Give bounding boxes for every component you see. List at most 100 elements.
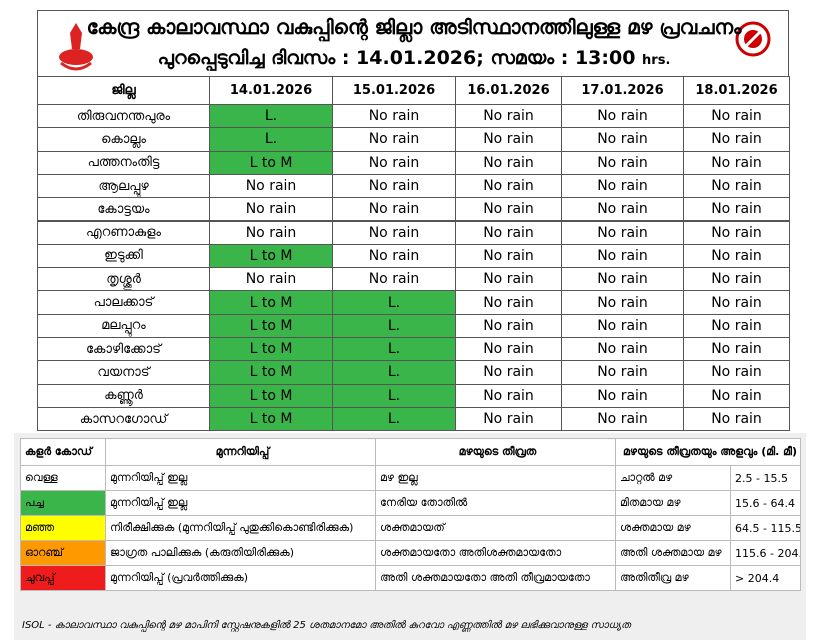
legend-warning: മുന്നറിയിപ്പ് ഇല്ല <box>105 465 376 491</box>
district-cell: വയനാട് <box>37 360 210 385</box>
district-cell: തൃശ്ശൂർ <box>37 267 210 292</box>
forecast-cell: No rain <box>209 220 333 245</box>
forecast-cell: L to M <box>209 383 333 408</box>
forecast-cell: No rain <box>561 243 684 269</box>
forecast-cell: No rain <box>561 197 684 222</box>
column-header: 16.01.2026 <box>455 76 562 105</box>
legend-panel: ISOL - കാലാവസ്ഥാ വകുപ്പിന്റെ മഴ മാപിനി സ… <box>14 433 806 640</box>
forecast-cell: No rain <box>561 127 684 152</box>
legend-intensity: അതി ശക്തമായതോ അതി തീവ്രമായതോ <box>375 565 616 591</box>
forecast-cell: No rain <box>455 243 562 269</box>
forecast-cell: No rain <box>209 267 333 292</box>
forecast-cell: No rain <box>455 127 562 152</box>
forecast-cell: L to M <box>209 150 333 175</box>
legend-category: മിതമായ മഴ <box>615 490 731 516</box>
forecast-cell: No rain <box>332 127 456 152</box>
legend-color-name: മഞ്ഞ <box>20 515 106 541</box>
forecast-cell: No rain <box>561 313 684 338</box>
column-header: 15.01.2026 <box>332 76 456 105</box>
district-cell: കോഴിക്കോട് <box>37 337 210 362</box>
forecast-cell: No rain <box>683 406 790 432</box>
district-cell: പാലക്കാട് <box>37 290 210 315</box>
column-header: 18.01.2026 <box>683 76 790 105</box>
forecast-cell: No rain <box>683 127 790 152</box>
district-cell: ആലപ്പുഴ <box>37 173 210 199</box>
legend-intensity: നേരിയ തോതിൽ <box>375 490 616 516</box>
forecast-cell: No rain <box>561 173 684 199</box>
legend-intensity: ശക്തമായതോ അതിശക്തമായതോ <box>375 540 616 566</box>
title-suffix: hrs. <box>642 53 671 68</box>
title-block: കേന്ദ്ര കാലാവസ്ഥാ വകുപ്പിന്റെ ജില്ലാ അടി… <box>37 10 789 77</box>
forecast-cell: No rain <box>455 267 562 292</box>
column-header: 17.01.2026 <box>561 76 684 105</box>
title-line-1: കേന്ദ്ര കാലാവസ്ഥാ വകുപ്പിന്റെ ജില്ലാ അടി… <box>86 15 742 39</box>
legend-category: അതിതീവ്ര മഴ <box>615 565 731 591</box>
forecast-cell: No rain <box>683 243 790 269</box>
legend-header: മുന്നറിയിപ്പ് <box>105 438 376 466</box>
legend-color-name: പച്ച <box>20 490 106 516</box>
forecast-cell: No rain <box>683 290 790 315</box>
forecast-cell: L. <box>209 104 333 129</box>
forecast-cell: No rain <box>561 383 684 408</box>
district-cell: കോട്ടയം <box>37 197 210 222</box>
legend-color-name: ഓറഞ്ച് <box>20 540 106 566</box>
legend-header: കളർ കോഡ് <box>20 438 106 466</box>
forecast-cell: No rain <box>455 360 562 385</box>
legend-warning: മുന്നറിയിപ്പ് (പ്രവർത്തിക്കുക) <box>105 565 376 591</box>
forecast-cell: No rain <box>332 197 456 222</box>
legend-intensity: ശക്തമായത് <box>375 515 616 541</box>
forecast-cell: No rain <box>332 150 456 175</box>
forecast-table: കേന്ദ്ര കാലാവസ്ഥാ വകുപ്പിന്റെ ജില്ലാ അടി… <box>37 10 790 432</box>
forecast-cell: No rain <box>561 406 684 432</box>
forecast-cell: No rain <box>209 197 333 222</box>
forecast-cell: No rain <box>209 173 333 199</box>
legend-range: 64.5 - 115.5 <box>730 515 801 541</box>
column-header: 14.01.2026 <box>209 76 333 105</box>
forecast-cell: L to M <box>209 290 333 315</box>
forecast-cell: No rain <box>561 220 684 245</box>
forecast-cell: No rain <box>683 360 790 385</box>
legend-category: ശക്തമായ മഴ <box>615 515 731 541</box>
forecast-cell: No rain <box>683 220 790 245</box>
forecast-cell: L to M <box>209 360 333 385</box>
forecast-cell: L. <box>332 383 456 408</box>
forecast-cell: No rain <box>332 267 456 292</box>
forecast-cell: No rain <box>455 197 562 222</box>
forecast-cell: No rain <box>455 150 562 175</box>
forecast-cell: No rain <box>683 337 790 362</box>
footnote: ISOL - കാലാവസ്ഥാ വകുപ്പിന്റെ മഴ മാപിനി സ… <box>22 620 631 631</box>
forecast-cell: No rain <box>455 220 562 245</box>
forecast-cell: No rain <box>455 290 562 315</box>
legend-category: അതി ശക്തമായ മഴ <box>615 540 731 566</box>
forecast-cell: No rain <box>332 104 456 129</box>
forecast-cell: No rain <box>332 173 456 199</box>
legend-category: ചാറ്റൽ മഴ <box>615 465 731 491</box>
imd-logo <box>735 21 771 57</box>
forecast-cell: L. <box>332 337 456 362</box>
forecast-cell: No rain <box>455 406 562 432</box>
district-cell: തിരുവനന്തപുരം <box>37 104 210 129</box>
column-header: ജില്ല <box>37 76 210 105</box>
legend-warning: ജാഗ്രത പാലിക്കുക (കരുതിയിരിക്കുക) <box>105 540 376 566</box>
district-cell: എറണാകുളം <box>37 220 210 245</box>
district-cell: കാസറഗോഡ് <box>37 406 210 432</box>
legend-header: മഴയുടെ തീവ്രത <box>375 438 616 466</box>
forecast-cell: No rain <box>683 267 790 292</box>
legend-warning: നിരീക്ഷിക്കുക (മുന്നറിയിപ്പ് പുതുക്കികൊണ… <box>105 515 376 541</box>
forecast-cell: No rain <box>683 313 790 338</box>
legend-range: > 204.4 <box>730 565 801 591</box>
district-cell: കൊല്ലം <box>37 127 210 152</box>
forecast-cell: No rain <box>455 383 562 408</box>
forecast-cell: L. <box>209 127 333 152</box>
legend-intensity: മഴ ഇല്ല <box>375 465 616 491</box>
forecast-cell: No rain <box>561 104 684 129</box>
forecast-cell: No rain <box>561 267 684 292</box>
forecast-cell: L to M <box>209 313 333 338</box>
forecast-cell: No rain <box>561 150 684 175</box>
forecast-cell: L to M <box>209 406 333 432</box>
forecast-cell: No rain <box>332 220 456 245</box>
forecast-cell: No rain <box>455 173 562 199</box>
forecast-cell: No rain <box>683 104 790 129</box>
title-line-2: പുറപ്പെടുവിച്ച ദിവസം : 14.01.2026; സമയം … <box>38 47 788 69</box>
